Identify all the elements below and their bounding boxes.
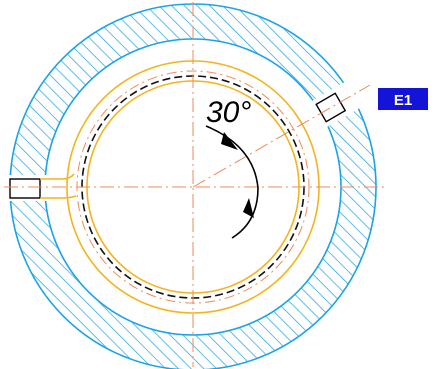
centerlines <box>4 2 386 367</box>
arrowhead-lower <box>243 198 254 218</box>
rotation-arrow <box>205 125 259 239</box>
arrowhead-upper <box>221 132 238 150</box>
port-tag-label: E1 <box>394 92 412 109</box>
port-tag-e1: E1 <box>378 88 428 110</box>
angle-label: 30° <box>206 96 251 129</box>
left-port <box>0 173 77 201</box>
